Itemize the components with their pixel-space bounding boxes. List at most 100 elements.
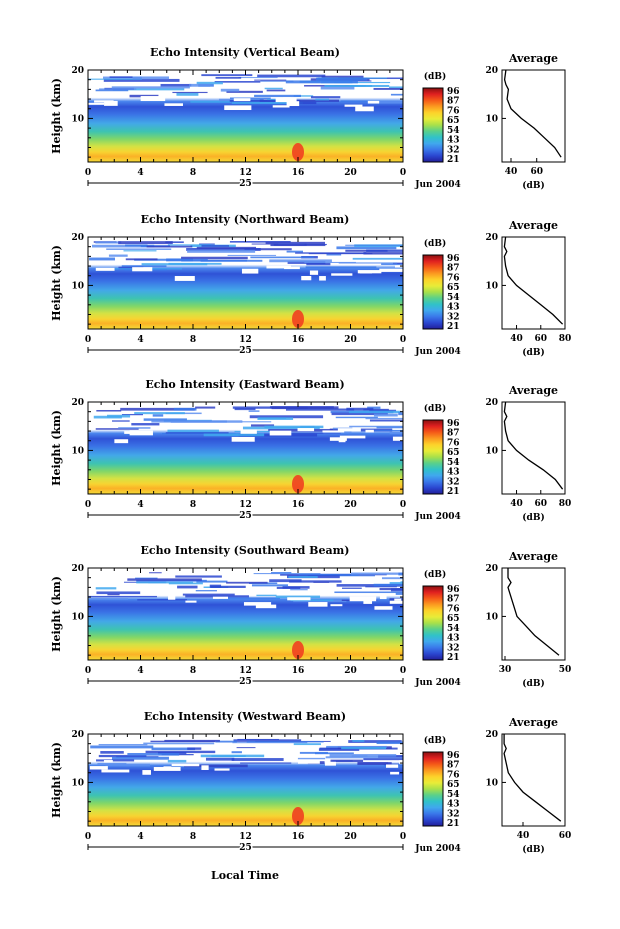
panel-title: Echo Intensity (Southward Beam) bbox=[141, 544, 350, 557]
echo-streak bbox=[146, 245, 193, 248]
echo-streak bbox=[331, 412, 388, 416]
average-x-tick-label: 60 bbox=[530, 167, 543, 177]
panel-title: Echo Intensity (Eastward Beam) bbox=[145, 378, 344, 391]
echo-gap bbox=[214, 768, 230, 771]
echo-gap bbox=[331, 273, 353, 276]
average-profile-line bbox=[503, 401, 564, 490]
echo-gap bbox=[284, 266, 300, 270]
echo-streak bbox=[165, 241, 184, 244]
colorbar-tick-label: 76 bbox=[447, 438, 460, 448]
x-tick-label: 12 bbox=[239, 666, 252, 676]
echo-maximum bbox=[292, 143, 304, 161]
colorbar-tick-label: 43 bbox=[447, 800, 460, 810]
echo-streak bbox=[325, 756, 403, 759]
colorbar-tick-label: 54 bbox=[447, 293, 460, 303]
colorbar bbox=[422, 751, 444, 827]
echo-streak bbox=[326, 745, 387, 748]
echo-gap bbox=[255, 604, 277, 609]
echo-streak bbox=[195, 590, 217, 592]
echo-streak bbox=[127, 752, 180, 756]
echo-streak bbox=[254, 94, 301, 98]
average-profile-line bbox=[503, 69, 562, 158]
echo-streak bbox=[88, 598, 129, 600]
echo-streak bbox=[250, 256, 314, 259]
echo-streak bbox=[267, 99, 284, 101]
echo-streak bbox=[326, 253, 342, 256]
echo-streak bbox=[400, 581, 403, 584]
echo-streak bbox=[118, 266, 144, 270]
echo-streak bbox=[348, 410, 401, 414]
colorbar-tick-label: 32 bbox=[447, 477, 460, 487]
heatmap bbox=[88, 568, 403, 660]
average-x-tick-label: 50 bbox=[559, 665, 572, 675]
colorbar-tick-label: 65 bbox=[447, 780, 460, 790]
echo-streak bbox=[108, 254, 128, 257]
echo-gap bbox=[266, 265, 291, 269]
y-tick-label: 10 bbox=[71, 114, 84, 124]
colorbar-tick-label: 21 bbox=[447, 155, 460, 165]
echo-streak bbox=[100, 751, 124, 754]
echo-gap bbox=[129, 430, 153, 436]
colorbar-tick-label: 87 bbox=[447, 429, 460, 439]
y-tick-label: 20 bbox=[71, 730, 84, 740]
x-tick-label: 0 bbox=[85, 335, 91, 345]
echo-maximum bbox=[292, 807, 304, 825]
echo-gap bbox=[390, 771, 400, 775]
echo-streak bbox=[352, 257, 403, 260]
panel-2: Echo Intensity (Northward Beam) 10 20 Heigh… bbox=[50, 213, 571, 358]
heatmap-field bbox=[88, 402, 403, 494]
echo-streak bbox=[256, 594, 277, 597]
echo-streak bbox=[240, 762, 292, 764]
echo-streak bbox=[233, 739, 302, 742]
echo-streak bbox=[187, 249, 256, 253]
echo-gap bbox=[231, 436, 255, 442]
x-tick-label: 0 bbox=[400, 832, 406, 842]
echo-maximum bbox=[292, 310, 304, 328]
echo-streak bbox=[109, 76, 133, 78]
echo-gap bbox=[132, 267, 153, 272]
echo-gap bbox=[272, 105, 290, 108]
echo-streak bbox=[299, 751, 328, 754]
average-x-tick-label: 60 bbox=[535, 334, 548, 344]
echo-streak bbox=[90, 745, 154, 749]
echo-gap bbox=[357, 270, 382, 274]
colorbar-tick-label: 76 bbox=[447, 273, 460, 283]
echo-gap bbox=[153, 767, 181, 771]
echo-streak bbox=[132, 76, 170, 80]
echo-streak bbox=[276, 586, 301, 589]
echo-streak bbox=[152, 414, 164, 417]
echo-streak bbox=[297, 757, 326, 760]
echo-streak bbox=[151, 420, 227, 423]
day-label: 25 bbox=[239, 677, 252, 687]
echo-streak bbox=[363, 252, 403, 255]
average-frame bbox=[501, 236, 566, 330]
echo-gap bbox=[103, 760, 113, 763]
x-tick-label: 8 bbox=[190, 666, 196, 676]
colorbar-tick-label: 32 bbox=[447, 312, 460, 322]
x-tick-label: 20 bbox=[344, 832, 357, 842]
colorbar-tick-label: 54 bbox=[447, 458, 460, 468]
echo-streak bbox=[111, 86, 190, 89]
colorbar-tick-label: 43 bbox=[447, 303, 460, 313]
echo-streak bbox=[199, 243, 215, 245]
echo-streak bbox=[350, 572, 403, 575]
echo-streak bbox=[95, 428, 139, 430]
heatmap bbox=[88, 402, 403, 494]
colorbar-tick-label: 43 bbox=[447, 468, 460, 478]
y-tick-label: 20 bbox=[71, 398, 84, 408]
average-frame bbox=[501, 733, 566, 827]
echo-streak bbox=[141, 263, 208, 266]
echo-streak bbox=[195, 406, 216, 409]
x-tick-label: 4 bbox=[137, 832, 143, 842]
echo-gap bbox=[309, 270, 319, 275]
echo-streak bbox=[338, 262, 398, 264]
x-tick-label: 0 bbox=[400, 500, 406, 510]
average-title: Average bbox=[508, 219, 558, 232]
panel-4: Echo Intensity (Southward Beam) 10 20 Heigh… bbox=[50, 544, 571, 689]
x-tick-label: 20 bbox=[344, 500, 357, 510]
echo-streak bbox=[229, 99, 301, 102]
echo-streak bbox=[111, 756, 169, 760]
x-tick-label: 20 bbox=[344, 666, 357, 676]
echo-streak bbox=[334, 81, 391, 84]
colorbar-title: (dB) bbox=[424, 735, 446, 746]
